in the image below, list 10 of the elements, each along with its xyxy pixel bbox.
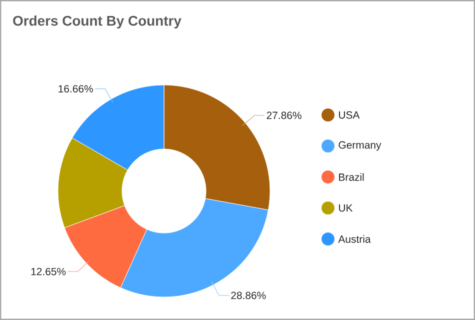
data-label: 28.86%: [231, 292, 266, 300]
legend-label: Germany: [338, 141, 382, 151]
chart-title: Orders Count By Country: [13, 15, 182, 28]
data-label: 16.66%: [58, 85, 93, 93]
legend-label: Brazil: [339, 173, 364, 181]
legend-label: Austria: [338, 235, 371, 243]
data-label: 27.86%: [266, 112, 302, 120]
legend-label: UK: [339, 204, 353, 212]
legend-label: USA: [339, 111, 360, 119]
data-label: 12.65%: [31, 268, 66, 276]
